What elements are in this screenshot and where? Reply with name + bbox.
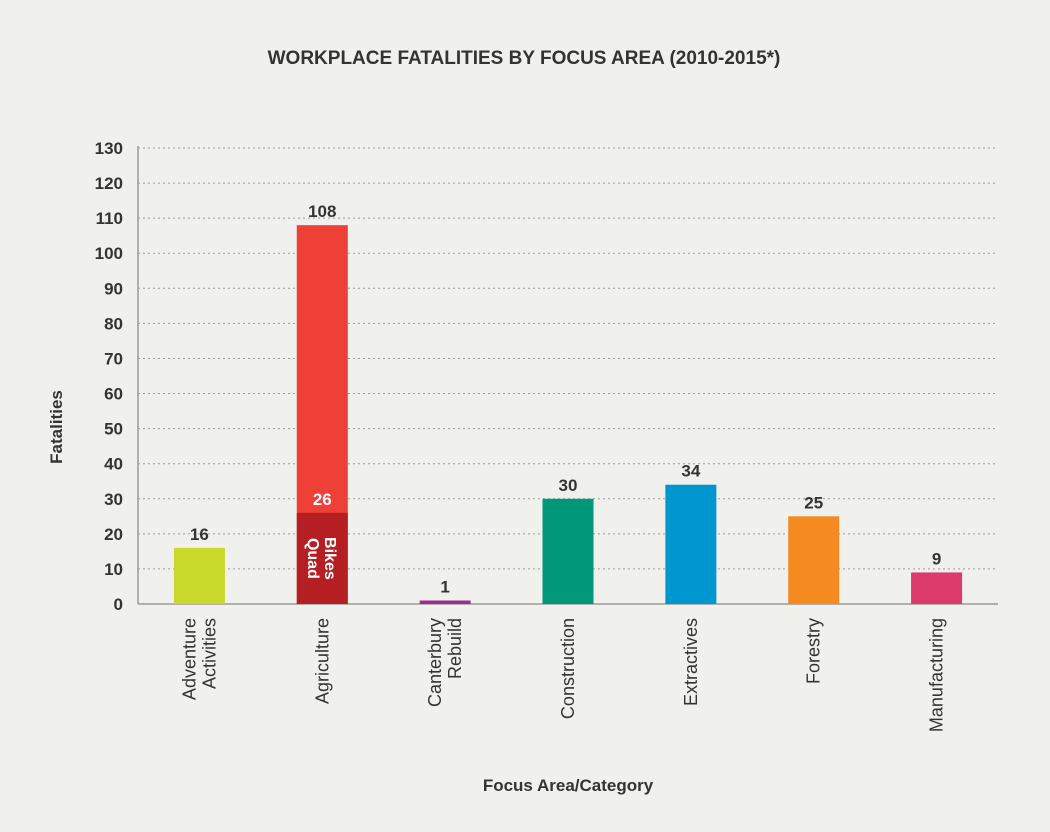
category-label: Construction	[558, 618, 578, 719]
bar-value-label: 34	[681, 462, 700, 481]
y-tick-label: 130	[95, 139, 123, 158]
category-labels: Adventure Activities Agriculture Canterbury…	[179, 618, 946, 732]
bar	[173, 547, 225, 604]
category-label: Canterbury Rebuild	[425, 618, 465, 707]
category-label-line: Activities	[199, 618, 219, 689]
bar	[788, 516, 840, 604]
bar	[419, 600, 471, 604]
data-labels: 16 108 26 Quad Bikes 1 30 34 25 9	[190, 202, 941, 596]
bar-value-label: 108	[308, 202, 336, 221]
sub-segment-name-line: Bikes	[321, 537, 338, 580]
sub-segment-value-label: 26	[313, 490, 332, 509]
y-tick-label: 80	[104, 314, 123, 333]
gridlines	[138, 147, 998, 570]
y-tick-label: 40	[104, 455, 123, 474]
category-label-line: Forestry	[804, 618, 824, 684]
bar-sub-segment	[296, 512, 348, 604]
y-tick-label: 60	[104, 385, 123, 404]
category-label-line: Adventure	[179, 618, 199, 700]
bars	[173, 225, 963, 604]
y-tick-label: 50	[104, 420, 123, 439]
y-tick-labels: 0 10 20 30 40 50 60 70 80 90 100 110 120 130	[95, 139, 123, 614]
bar-value-label: 16	[190, 525, 209, 544]
sub-segment-name-line: Quad	[304, 538, 321, 579]
bar-value-label: 25	[804, 493, 823, 512]
bar-value-label: 30	[559, 476, 578, 495]
y-tick-label: 20	[104, 525, 123, 544]
y-tick-label: 110	[96, 209, 123, 228]
y-tick-label: 30	[104, 490, 123, 509]
y-tick-label: 120	[95, 174, 123, 193]
bar-value-label: 1	[440, 577, 449, 596]
bar-value-label: 9	[932, 549, 941, 568]
sub-segment-name: Quad Bikes	[304, 537, 338, 580]
y-axis-label: Fatalities	[47, 390, 66, 464]
y-tick-label: 100	[95, 244, 123, 263]
category-label-line: Agriculture	[312, 618, 332, 704]
x-axis-label: Focus Area/Category	[483, 776, 654, 795]
category-label: Adventure Activities	[179, 618, 219, 700]
y-tick-label: 90	[104, 279, 123, 298]
y-tick-label: 70	[104, 349, 123, 368]
y-tick-label: 10	[104, 560, 123, 579]
category-label-line: Rebuild	[445, 618, 465, 679]
category-label-line: Manufacturing	[927, 618, 947, 732]
bar	[665, 484, 717, 604]
category-label: Manufacturing	[927, 618, 947, 732]
category-label: Extractives	[681, 618, 701, 706]
category-label: Agriculture	[312, 618, 332, 704]
bar	[542, 498, 594, 604]
y-tick-label: 0	[114, 595, 123, 614]
category-label-line: Extractives	[681, 618, 701, 706]
category-label-line: Canterbury	[425, 618, 445, 707]
category-label: Forestry	[804, 618, 824, 684]
category-label-line: Construction	[558, 618, 578, 719]
bar	[911, 572, 963, 604]
chart-title: WORKPLACE FATALITIES BY FOCUS AREA (2010…	[268, 48, 781, 69]
